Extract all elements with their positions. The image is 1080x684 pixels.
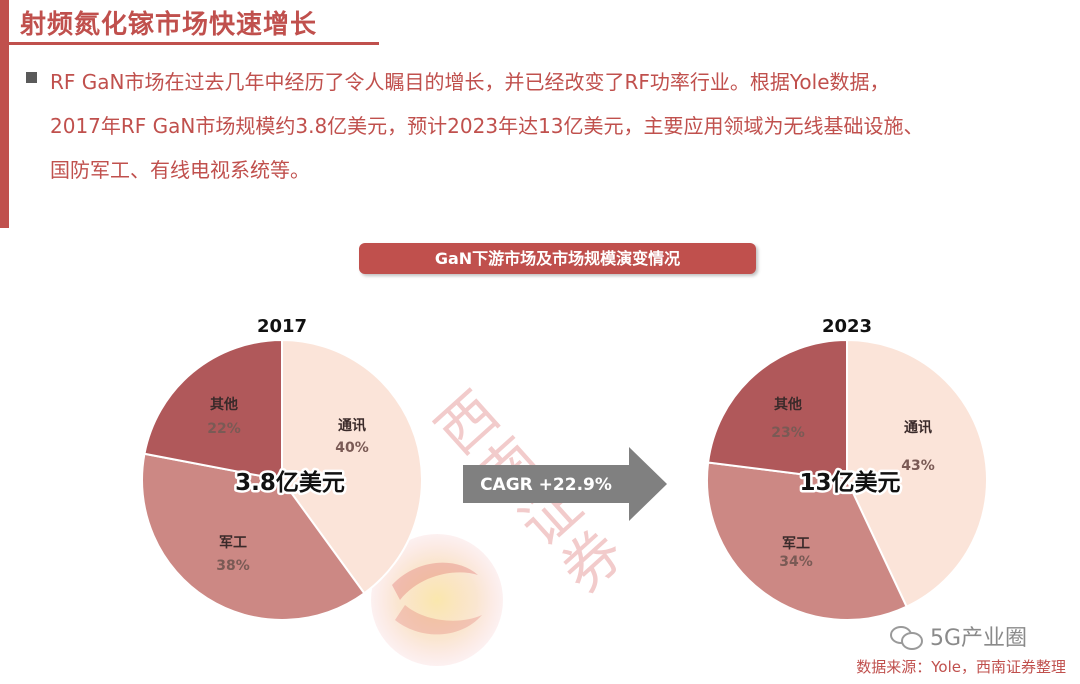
pie-slice-comm <box>846 338 988 609</box>
accent-bar <box>0 0 9 228</box>
slide-title: 射频氮化镓市场快速增长 <box>20 10 318 40</box>
slice-label-comm: 通讯 <box>904 420 932 436</box>
slice-value-military: 38% <box>216 558 250 574</box>
pie-title: 2017 <box>257 316 307 337</box>
market-size-label: 3.8亿美元 <box>235 469 345 496</box>
wechat-icon <box>890 624 924 650</box>
wechat-label: 5G产业圈 <box>930 626 1028 651</box>
pie-chart-2017: 通讯 40% 军工 38% 其他 22% 2017 3.8亿美元 <box>141 316 423 621</box>
market-size-label: 13亿美元 <box>799 469 900 496</box>
bullet-line: 2017年RF GaN市场规模约3.8亿美元，预计2023年达13亿美元，主要应… <box>50 114 924 138</box>
cagr-label: CAGR +22.9% <box>480 475 612 495</box>
chart-banner: GaN下游市场及市场规模演变情况 <box>359 243 756 274</box>
slice-label-other: 其他 <box>210 396 238 413</box>
slice-label-military: 军工 <box>219 535 247 551</box>
pie-title: 2023 <box>822 316 872 337</box>
slice-value-other: 22% <box>207 421 241 437</box>
pie-slice-comm <box>281 338 423 595</box>
slice-value-comm: 43% <box>901 458 935 474</box>
cagr-arrow <box>463 447 667 521</box>
slice-label-other: 其他 <box>774 396 802 413</box>
bullet-line: 国防军工、有线电视系统等。 <box>50 158 310 182</box>
pie-slice-military <box>706 461 908 621</box>
title-underline <box>9 42 379 45</box>
slice-label-comm: 通讯 <box>338 418 366 434</box>
slice-label-military: 军工 <box>782 536 810 552</box>
slice-value-other: 23% <box>771 425 805 441</box>
slice-value-comm: 40% <box>335 440 369 456</box>
wechat-watermark: 5G产业圈 <box>890 620 1027 652</box>
bullet-paragraph: RF GaN市场在过去几年中经历了令人瞩目的增长，并已经改变了RF功率行业。根据… <box>50 60 1060 192</box>
bullet-line: RF GaN市场在过去几年中经历了令人瞩目的增长，并已经改变了RF功率行业。根据… <box>50 70 890 94</box>
bullet-square-icon <box>26 72 37 83</box>
pie-slice-other <box>706 338 848 482</box>
slice-value-military: 34% <box>779 554 813 570</box>
pie-chart-2023: 通讯 43% 军工 34% 其他 23% 2023 13亿美元 <box>706 316 988 621</box>
pie-slice-military <box>141 452 366 621</box>
data-source: 数据来源：Yole，西南证券整理 <box>856 658 1066 676</box>
pie-slice-other <box>143 338 283 482</box>
watermark-logo <box>371 534 503 666</box>
